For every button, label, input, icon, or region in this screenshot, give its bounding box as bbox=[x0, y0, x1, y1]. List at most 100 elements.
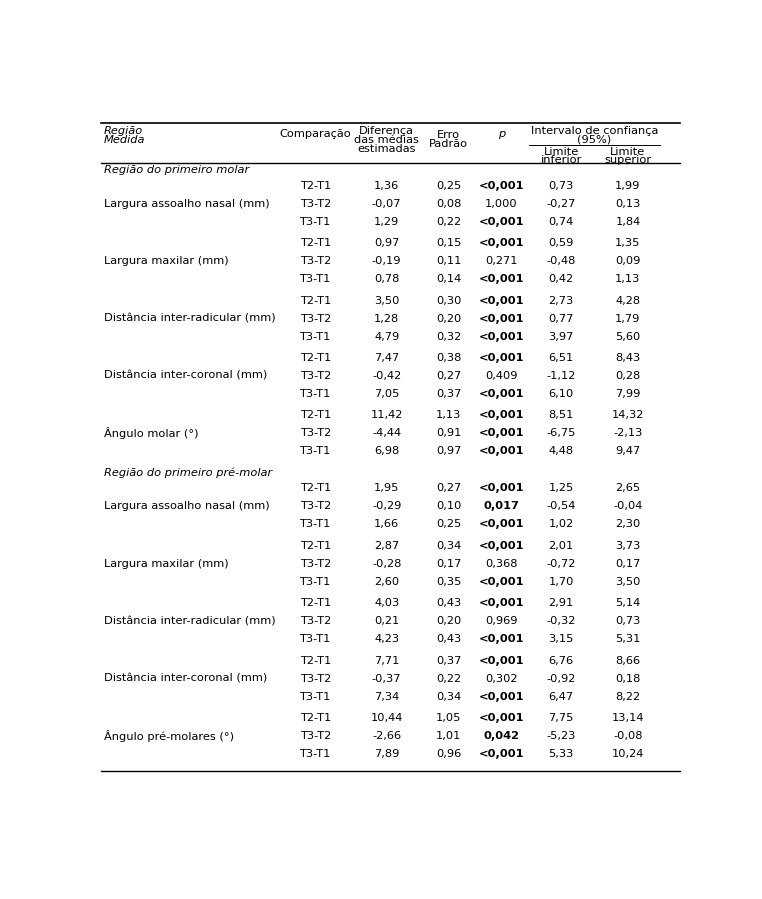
Text: 0,34: 0,34 bbox=[436, 540, 461, 551]
Text: 4,28: 4,28 bbox=[616, 296, 641, 306]
Text: -2,13: -2,13 bbox=[613, 429, 642, 439]
Text: 1,01: 1,01 bbox=[436, 731, 461, 741]
Text: 0,409: 0,409 bbox=[485, 371, 517, 381]
Text: 0,30: 0,30 bbox=[436, 296, 461, 306]
Text: T3-T2: T3-T2 bbox=[299, 673, 331, 683]
Text: 0,10: 0,10 bbox=[436, 501, 461, 512]
Text: Distância inter-radicular (mm): Distância inter-radicular (mm) bbox=[104, 314, 276, 324]
Text: T2-T1: T2-T1 bbox=[299, 713, 331, 723]
Text: 5,14: 5,14 bbox=[615, 598, 641, 608]
Text: 0,14: 0,14 bbox=[436, 274, 461, 284]
Text: <0,001: <0,001 bbox=[479, 447, 524, 457]
Text: 0,91: 0,91 bbox=[436, 429, 461, 439]
Text: 2,01: 2,01 bbox=[549, 540, 574, 551]
Text: 1,000: 1,000 bbox=[485, 199, 517, 209]
Text: estimadas: estimadas bbox=[357, 145, 416, 155]
Text: 0,368: 0,368 bbox=[485, 558, 517, 569]
Text: T3-T2: T3-T2 bbox=[299, 371, 331, 381]
Text: <0,001: <0,001 bbox=[479, 332, 524, 342]
Text: <0,001: <0,001 bbox=[479, 540, 524, 551]
Text: 0,302: 0,302 bbox=[485, 673, 517, 683]
Text: 0,38: 0,38 bbox=[436, 353, 461, 363]
Text: 8,22: 8,22 bbox=[616, 691, 641, 701]
Text: 8,43: 8,43 bbox=[615, 353, 641, 363]
Text: T2-T1: T2-T1 bbox=[299, 296, 331, 306]
Text: 0,34: 0,34 bbox=[436, 691, 461, 701]
Text: p: p bbox=[498, 129, 505, 139]
Text: <0,001: <0,001 bbox=[479, 238, 524, 248]
Text: 0,22: 0,22 bbox=[436, 217, 461, 227]
Text: T3-T2: T3-T2 bbox=[299, 314, 331, 324]
Text: 0,73: 0,73 bbox=[615, 616, 641, 626]
Text: -0,37: -0,37 bbox=[372, 673, 402, 683]
Text: T3-T1: T3-T1 bbox=[299, 447, 331, 457]
Text: 7,05: 7,05 bbox=[374, 389, 399, 399]
Text: Região do primeiro molar: Região do primeiro molar bbox=[104, 165, 249, 175]
Text: 0,25: 0,25 bbox=[436, 520, 461, 530]
Text: Comparação: Comparação bbox=[280, 129, 351, 139]
Text: T3-T1: T3-T1 bbox=[299, 332, 331, 342]
Text: Ângulo pré-molares (°): Ângulo pré-molares (°) bbox=[104, 730, 234, 742]
Text: Largura maxilar (mm): Largura maxilar (mm) bbox=[104, 256, 229, 266]
Text: -0,28: -0,28 bbox=[372, 558, 402, 569]
Text: T2-T1: T2-T1 bbox=[299, 181, 331, 191]
Text: T3-T2: T3-T2 bbox=[299, 731, 331, 741]
Text: <0,001: <0,001 bbox=[479, 691, 524, 701]
Text: <0,001: <0,001 bbox=[479, 181, 524, 191]
Text: 0,017: 0,017 bbox=[483, 501, 519, 512]
Text: -0,29: -0,29 bbox=[372, 501, 402, 512]
Text: 5,31: 5,31 bbox=[615, 634, 641, 644]
Text: Padrão: Padrão bbox=[429, 139, 469, 149]
Text: 5,33: 5,33 bbox=[549, 749, 574, 759]
Text: <0,001: <0,001 bbox=[479, 217, 524, 227]
Text: 0,15: 0,15 bbox=[436, 238, 461, 248]
Text: Distância inter-radicular (mm): Distância inter-radicular (mm) bbox=[104, 616, 276, 626]
Text: T3-T2: T3-T2 bbox=[299, 558, 331, 569]
Text: 0,37: 0,37 bbox=[436, 655, 461, 665]
Text: 10,44: 10,44 bbox=[370, 713, 403, 723]
Text: 1,70: 1,70 bbox=[549, 576, 574, 587]
Text: 3,73: 3,73 bbox=[615, 540, 641, 551]
Text: 0,74: 0,74 bbox=[549, 217, 574, 227]
Text: Erro: Erro bbox=[437, 129, 460, 140]
Text: 7,34: 7,34 bbox=[374, 691, 399, 701]
Text: Largura assoalho nasal (mm): Largura assoalho nasal (mm) bbox=[104, 199, 270, 209]
Text: -0,27: -0,27 bbox=[546, 199, 576, 209]
Text: Largura maxilar (mm): Largura maxilar (mm) bbox=[104, 558, 229, 569]
Text: 0,43: 0,43 bbox=[436, 634, 461, 644]
Text: 13,14: 13,14 bbox=[612, 713, 644, 723]
Text: 1,36: 1,36 bbox=[374, 181, 399, 191]
Text: 14,32: 14,32 bbox=[612, 411, 644, 421]
Text: <0,001: <0,001 bbox=[479, 483, 524, 494]
Text: 7,89: 7,89 bbox=[374, 749, 399, 759]
Text: 4,23: 4,23 bbox=[374, 634, 399, 644]
Text: 0,17: 0,17 bbox=[436, 558, 461, 569]
Text: 0,271: 0,271 bbox=[485, 256, 517, 266]
Text: T3-T2: T3-T2 bbox=[299, 199, 331, 209]
Text: T3-T2: T3-T2 bbox=[299, 501, 331, 512]
Text: 3,50: 3,50 bbox=[374, 296, 399, 306]
Text: 7,47: 7,47 bbox=[374, 353, 399, 363]
Text: 6,51: 6,51 bbox=[549, 353, 574, 363]
Text: 0,27: 0,27 bbox=[436, 371, 461, 381]
Text: 0,43: 0,43 bbox=[436, 598, 461, 608]
Text: -2,66: -2,66 bbox=[372, 731, 402, 741]
Text: T3-T1: T3-T1 bbox=[299, 634, 331, 644]
Text: T3-T1: T3-T1 bbox=[299, 274, 331, 284]
Text: -4,44: -4,44 bbox=[372, 429, 402, 439]
Text: 0,78: 0,78 bbox=[374, 274, 399, 284]
Text: 1,25: 1,25 bbox=[549, 483, 574, 494]
Text: <0,001: <0,001 bbox=[479, 749, 524, 759]
Text: <0,001: <0,001 bbox=[479, 389, 524, 399]
Text: 0,18: 0,18 bbox=[615, 673, 641, 683]
Text: 7,75: 7,75 bbox=[549, 713, 574, 723]
Text: 11,42: 11,42 bbox=[370, 411, 403, 421]
Text: T2-T1: T2-T1 bbox=[299, 655, 331, 665]
Text: 6,76: 6,76 bbox=[549, 655, 574, 665]
Text: -0,42: -0,42 bbox=[372, 371, 402, 381]
Text: 0,08: 0,08 bbox=[436, 199, 461, 209]
Text: T3-T1: T3-T1 bbox=[299, 691, 331, 701]
Text: 0,97: 0,97 bbox=[436, 447, 461, 457]
Text: 2,73: 2,73 bbox=[549, 296, 574, 306]
Text: <0,001: <0,001 bbox=[479, 598, 524, 608]
